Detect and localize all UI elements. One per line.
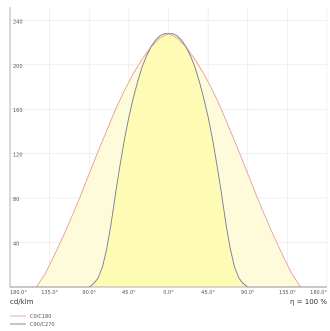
y-tick-label: 80 [13,197,19,203]
y-tick-label: 120 [13,153,23,159]
x-tick-label: 90.0° [241,290,255,296]
x-tick-label: 45.0° [122,290,136,296]
unit-label: cd/klm [10,298,34,306]
legend: C0/C180 C90/C270 [10,314,55,328]
x-tick-label: 180.0° [10,290,27,296]
y-tick-label: 200 [13,64,23,70]
x-tick-labels: 180.0° 135.0° 90.0° 45.0° 0.0° 45.0° 90.0° 135.… [10,290,327,296]
y-tick-label: 40 [13,242,19,248]
series-area-2 [10,33,327,287]
axes [9,7,327,288]
series-areas [10,33,327,287]
x-tick-label: 0.0° [163,290,174,296]
x-tick-label: 45.0° [201,290,215,296]
y-tick-label: 160 [13,108,23,114]
x-tick-label: 180.0° [310,290,327,296]
x-tick-label: 135.0° [41,290,58,296]
x-tick-label: 90.0° [82,290,96,296]
legend-label-2: C90/C270 [30,322,55,328]
series-line-2 [10,33,327,288]
x-tick-label: 135.0° [279,290,296,296]
efficiency-label: η = 100 % [290,298,327,306]
y-tick-label: 240 [13,19,23,25]
legend-label-1: C0/C180 [30,314,51,320]
series-lines [10,33,327,288]
y-tick-labels: 40 80 120 160 200 240 [13,19,23,247]
